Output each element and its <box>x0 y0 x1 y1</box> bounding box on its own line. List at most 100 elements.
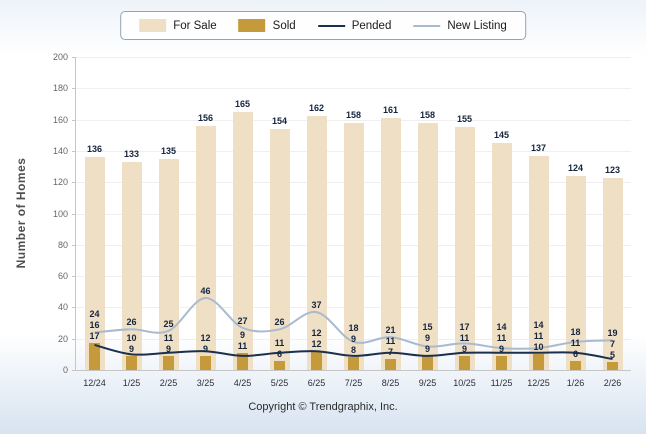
for-sale-value-label: 165 <box>234 98 251 109</box>
new-listing-value-label: 27 <box>237 315 248 326</box>
y-tick-mark <box>72 57 76 58</box>
new-listing-swatch-icon <box>413 24 441 27</box>
pended-value-label: 12 <box>311 328 322 339</box>
y-tick-mark <box>72 244 76 246</box>
for-sale-value-label: 123 <box>604 164 621 175</box>
pended-value-label: 9 <box>350 334 356 345</box>
for-sale-value-label: 161 <box>382 105 399 116</box>
pended-value-label: 11 <box>385 336 396 347</box>
sold-value-label: 9 <box>424 343 430 354</box>
sold-value-label: 9 <box>165 343 171 354</box>
for-sale-bar <box>232 111 253 370</box>
y-tick-mark <box>72 338 76 340</box>
sold-value-label: 6 <box>276 348 282 359</box>
x-tick-label: 11/25 <box>490 378 513 388</box>
sold-bar <box>163 355 174 370</box>
pended-value-label: 9 <box>424 332 430 343</box>
y-tick-label: 120 <box>52 177 68 188</box>
pended-value-label: 7 <box>609 339 615 350</box>
sold-value-label: 8 <box>350 345 356 356</box>
x-tick-label: 3/25 <box>196 378 215 388</box>
plot-area: 0 20 40 60 80 100 120 140 160 180 200 136 133 135 156 1… <box>53 52 631 388</box>
sold-value-label: 9 <box>498 343 504 354</box>
for-sale-value-label: 162 <box>308 103 325 114</box>
x-tick-label: 2/25 <box>159 378 178 388</box>
sold-value-label: 17 <box>89 331 100 342</box>
for-sale-bar <box>454 127 475 370</box>
for-sale-bar <box>491 143 512 370</box>
x-tick-label: 8/25 <box>381 378 400 388</box>
legend-label: For Sale <box>173 19 217 32</box>
gridline <box>76 119 631 121</box>
new-listing-value-label: 21 <box>385 325 396 336</box>
x-tick-label: 12/25 <box>527 378 550 388</box>
sold-bar <box>200 355 211 370</box>
new-listing-value-label: 26 <box>126 317 137 328</box>
for-sale-value-label: 158 <box>345 109 362 120</box>
sold-bar <box>496 355 507 370</box>
sold-bar <box>126 355 137 370</box>
x-tick-label: 2/26 <box>603 378 622 388</box>
sold-value-label: 6 <box>572 348 578 359</box>
for-sale-value-label: 133 <box>123 148 140 159</box>
sold-bar <box>533 354 544 370</box>
x-tick-label: 1/26 <box>566 378 585 388</box>
sold-value-label: 9 <box>461 343 467 354</box>
new-listing-value-label: 17 <box>459 321 470 332</box>
x-tick-label: 9/25 <box>418 378 437 388</box>
x-tick-label: 7/25 <box>344 378 363 388</box>
sold-bar <box>274 360 285 370</box>
for-sale-swatch-icon <box>139 19 167 32</box>
y-tick-mark <box>72 88 76 90</box>
new-listing-value-label: 14 <box>496 321 507 332</box>
new-listing-value-label: 14 <box>533 320 544 331</box>
sold-value-label: 10 <box>533 342 544 353</box>
y-tick-mark <box>72 307 76 309</box>
sold-swatch-icon <box>238 19 266 32</box>
sold-value-label: 11 <box>237 340 248 351</box>
for-sale-value-label: 137 <box>530 142 547 153</box>
pended-value-label: 11 <box>459 332 470 343</box>
legend-item-new-listing: New Listing <box>413 19 507 32</box>
y-tick-label: 80 <box>57 239 68 250</box>
sold-value-label: 12 <box>311 339 322 350</box>
sold-bar <box>459 355 470 370</box>
y-tick-label: 100 <box>52 208 68 219</box>
pended-value-label: 11 <box>163 332 174 343</box>
for-sale-value-label: 135 <box>160 145 177 156</box>
pended-value-label: 9 <box>239 329 245 340</box>
x-tick-label: 6/25 <box>307 378 326 388</box>
pended-value-label: 10 <box>126 332 137 343</box>
new-listing-value-label: 37 <box>311 300 322 311</box>
new-listing-value-label: 18 <box>348 323 359 334</box>
for-sale-bar <box>528 155 549 370</box>
y-tick-mark <box>72 276 76 278</box>
for-sale-value-label: 136 <box>86 144 103 155</box>
sold-bar <box>311 351 322 370</box>
sold-bar <box>237 352 248 370</box>
y-tick-label: 180 <box>52 83 68 94</box>
pended-value-label: 11 <box>274 337 285 348</box>
x-tick-label: 1/25 <box>122 378 141 388</box>
pended-value-label: 16 <box>89 320 100 331</box>
gridline <box>76 57 631 58</box>
for-sale-bar <box>121 161 142 370</box>
sold-value-label: 7 <box>387 347 393 358</box>
legend-label: New Listing <box>447 19 507 32</box>
for-sale-value-label: 158 <box>419 109 436 120</box>
pended-value-label: 11 <box>533 331 544 342</box>
y-tick-label: 40 <box>57 302 68 313</box>
for-sale-bar <box>343 122 364 370</box>
new-listing-value-label: 19 <box>607 328 618 339</box>
new-listing-value-label: 24 <box>89 309 100 320</box>
y-tick-mark <box>72 182 76 184</box>
sold-bar <box>607 362 618 370</box>
y-tick-label: 60 <box>57 271 68 282</box>
for-sale-value-label: 124 <box>567 162 584 173</box>
legend-label: Sold <box>272 19 296 32</box>
x-tick-label: 5/25 <box>270 378 289 388</box>
legend-item-sold: Sold <box>238 19 296 32</box>
sold-value-label: 9 <box>202 343 208 354</box>
new-listing-value-label: 46 <box>200 286 211 296</box>
